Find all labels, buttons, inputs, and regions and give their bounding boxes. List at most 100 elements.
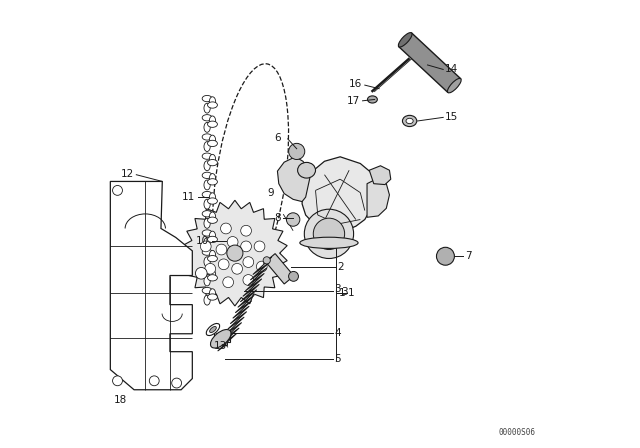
Ellipse shape <box>209 270 216 280</box>
Text: 18: 18 <box>114 395 127 405</box>
Ellipse shape <box>202 153 212 159</box>
Ellipse shape <box>202 191 212 198</box>
Circle shape <box>241 241 252 252</box>
Ellipse shape <box>209 231 216 241</box>
Ellipse shape <box>204 142 210 151</box>
Text: 13: 13 <box>214 341 227 351</box>
Ellipse shape <box>202 230 212 236</box>
Ellipse shape <box>207 294 218 300</box>
Text: 17: 17 <box>347 96 360 106</box>
Ellipse shape <box>209 135 216 145</box>
Ellipse shape <box>204 237 210 247</box>
Circle shape <box>205 263 216 274</box>
Circle shape <box>227 245 243 261</box>
Ellipse shape <box>202 115 212 121</box>
Circle shape <box>257 261 267 272</box>
Ellipse shape <box>202 288 212 294</box>
Circle shape <box>436 247 454 265</box>
Text: 15: 15 <box>445 112 458 122</box>
Text: 4: 4 <box>334 328 341 338</box>
Polygon shape <box>277 157 311 202</box>
Polygon shape <box>369 166 391 185</box>
Ellipse shape <box>403 115 417 127</box>
Ellipse shape <box>204 276 210 286</box>
Circle shape <box>243 275 253 285</box>
Polygon shape <box>110 181 192 390</box>
Polygon shape <box>399 33 461 93</box>
Text: 1: 1 <box>339 288 346 298</box>
Text: 5: 5 <box>334 354 341 364</box>
Ellipse shape <box>406 118 413 124</box>
Ellipse shape <box>204 122 210 132</box>
Ellipse shape <box>202 95 212 102</box>
Ellipse shape <box>207 179 218 185</box>
Ellipse shape <box>202 211 212 217</box>
Ellipse shape <box>204 257 210 267</box>
Ellipse shape <box>204 103 210 113</box>
Ellipse shape <box>204 199 210 209</box>
Circle shape <box>113 185 122 195</box>
Polygon shape <box>367 179 389 217</box>
Ellipse shape <box>209 193 216 202</box>
Circle shape <box>200 241 211 252</box>
Text: 3: 3 <box>334 284 341 294</box>
Ellipse shape <box>367 96 378 103</box>
Ellipse shape <box>202 134 212 140</box>
Circle shape <box>314 218 344 250</box>
FancyBboxPatch shape <box>218 341 227 345</box>
Text: 2: 2 <box>337 262 344 271</box>
Circle shape <box>190 208 280 298</box>
Circle shape <box>243 257 253 267</box>
Ellipse shape <box>202 172 212 178</box>
Ellipse shape <box>204 295 210 305</box>
Ellipse shape <box>210 327 216 332</box>
Ellipse shape <box>300 237 358 248</box>
Text: 00000S06: 00000S06 <box>498 428 535 437</box>
Ellipse shape <box>207 140 218 146</box>
Ellipse shape <box>209 97 216 107</box>
Ellipse shape <box>209 250 216 260</box>
Text: 16: 16 <box>349 79 362 89</box>
Circle shape <box>218 259 229 270</box>
Ellipse shape <box>206 323 220 336</box>
Text: 10: 10 <box>196 236 209 246</box>
Ellipse shape <box>204 219 210 228</box>
Circle shape <box>216 244 227 255</box>
Ellipse shape <box>202 249 212 255</box>
Circle shape <box>113 376 122 386</box>
Text: 14: 14 <box>445 65 458 74</box>
Ellipse shape <box>209 155 216 164</box>
Circle shape <box>289 143 305 159</box>
Ellipse shape <box>207 121 218 127</box>
Ellipse shape <box>207 159 218 166</box>
Ellipse shape <box>298 162 316 178</box>
Ellipse shape <box>211 330 231 348</box>
Circle shape <box>172 378 182 388</box>
Text: 3: 3 <box>341 287 348 297</box>
Polygon shape <box>302 157 378 233</box>
Ellipse shape <box>207 236 218 242</box>
Text: 1: 1 <box>348 289 355 298</box>
Ellipse shape <box>207 198 218 204</box>
Text: 7: 7 <box>465 251 471 261</box>
Ellipse shape <box>207 102 218 108</box>
Ellipse shape <box>209 116 216 126</box>
Circle shape <box>227 237 238 247</box>
Polygon shape <box>182 200 287 306</box>
Text: 12: 12 <box>121 169 134 179</box>
Ellipse shape <box>289 271 298 281</box>
Ellipse shape <box>202 268 212 275</box>
Ellipse shape <box>263 257 270 264</box>
Ellipse shape <box>207 255 218 262</box>
Text: 9: 9 <box>268 188 274 198</box>
Text: 11: 11 <box>182 192 195 202</box>
Circle shape <box>232 263 243 274</box>
Circle shape <box>305 209 353 258</box>
Ellipse shape <box>207 275 218 281</box>
Circle shape <box>241 225 252 236</box>
Ellipse shape <box>209 173 216 183</box>
Circle shape <box>223 277 234 288</box>
Circle shape <box>254 241 265 252</box>
Ellipse shape <box>207 217 218 224</box>
Ellipse shape <box>204 180 210 190</box>
